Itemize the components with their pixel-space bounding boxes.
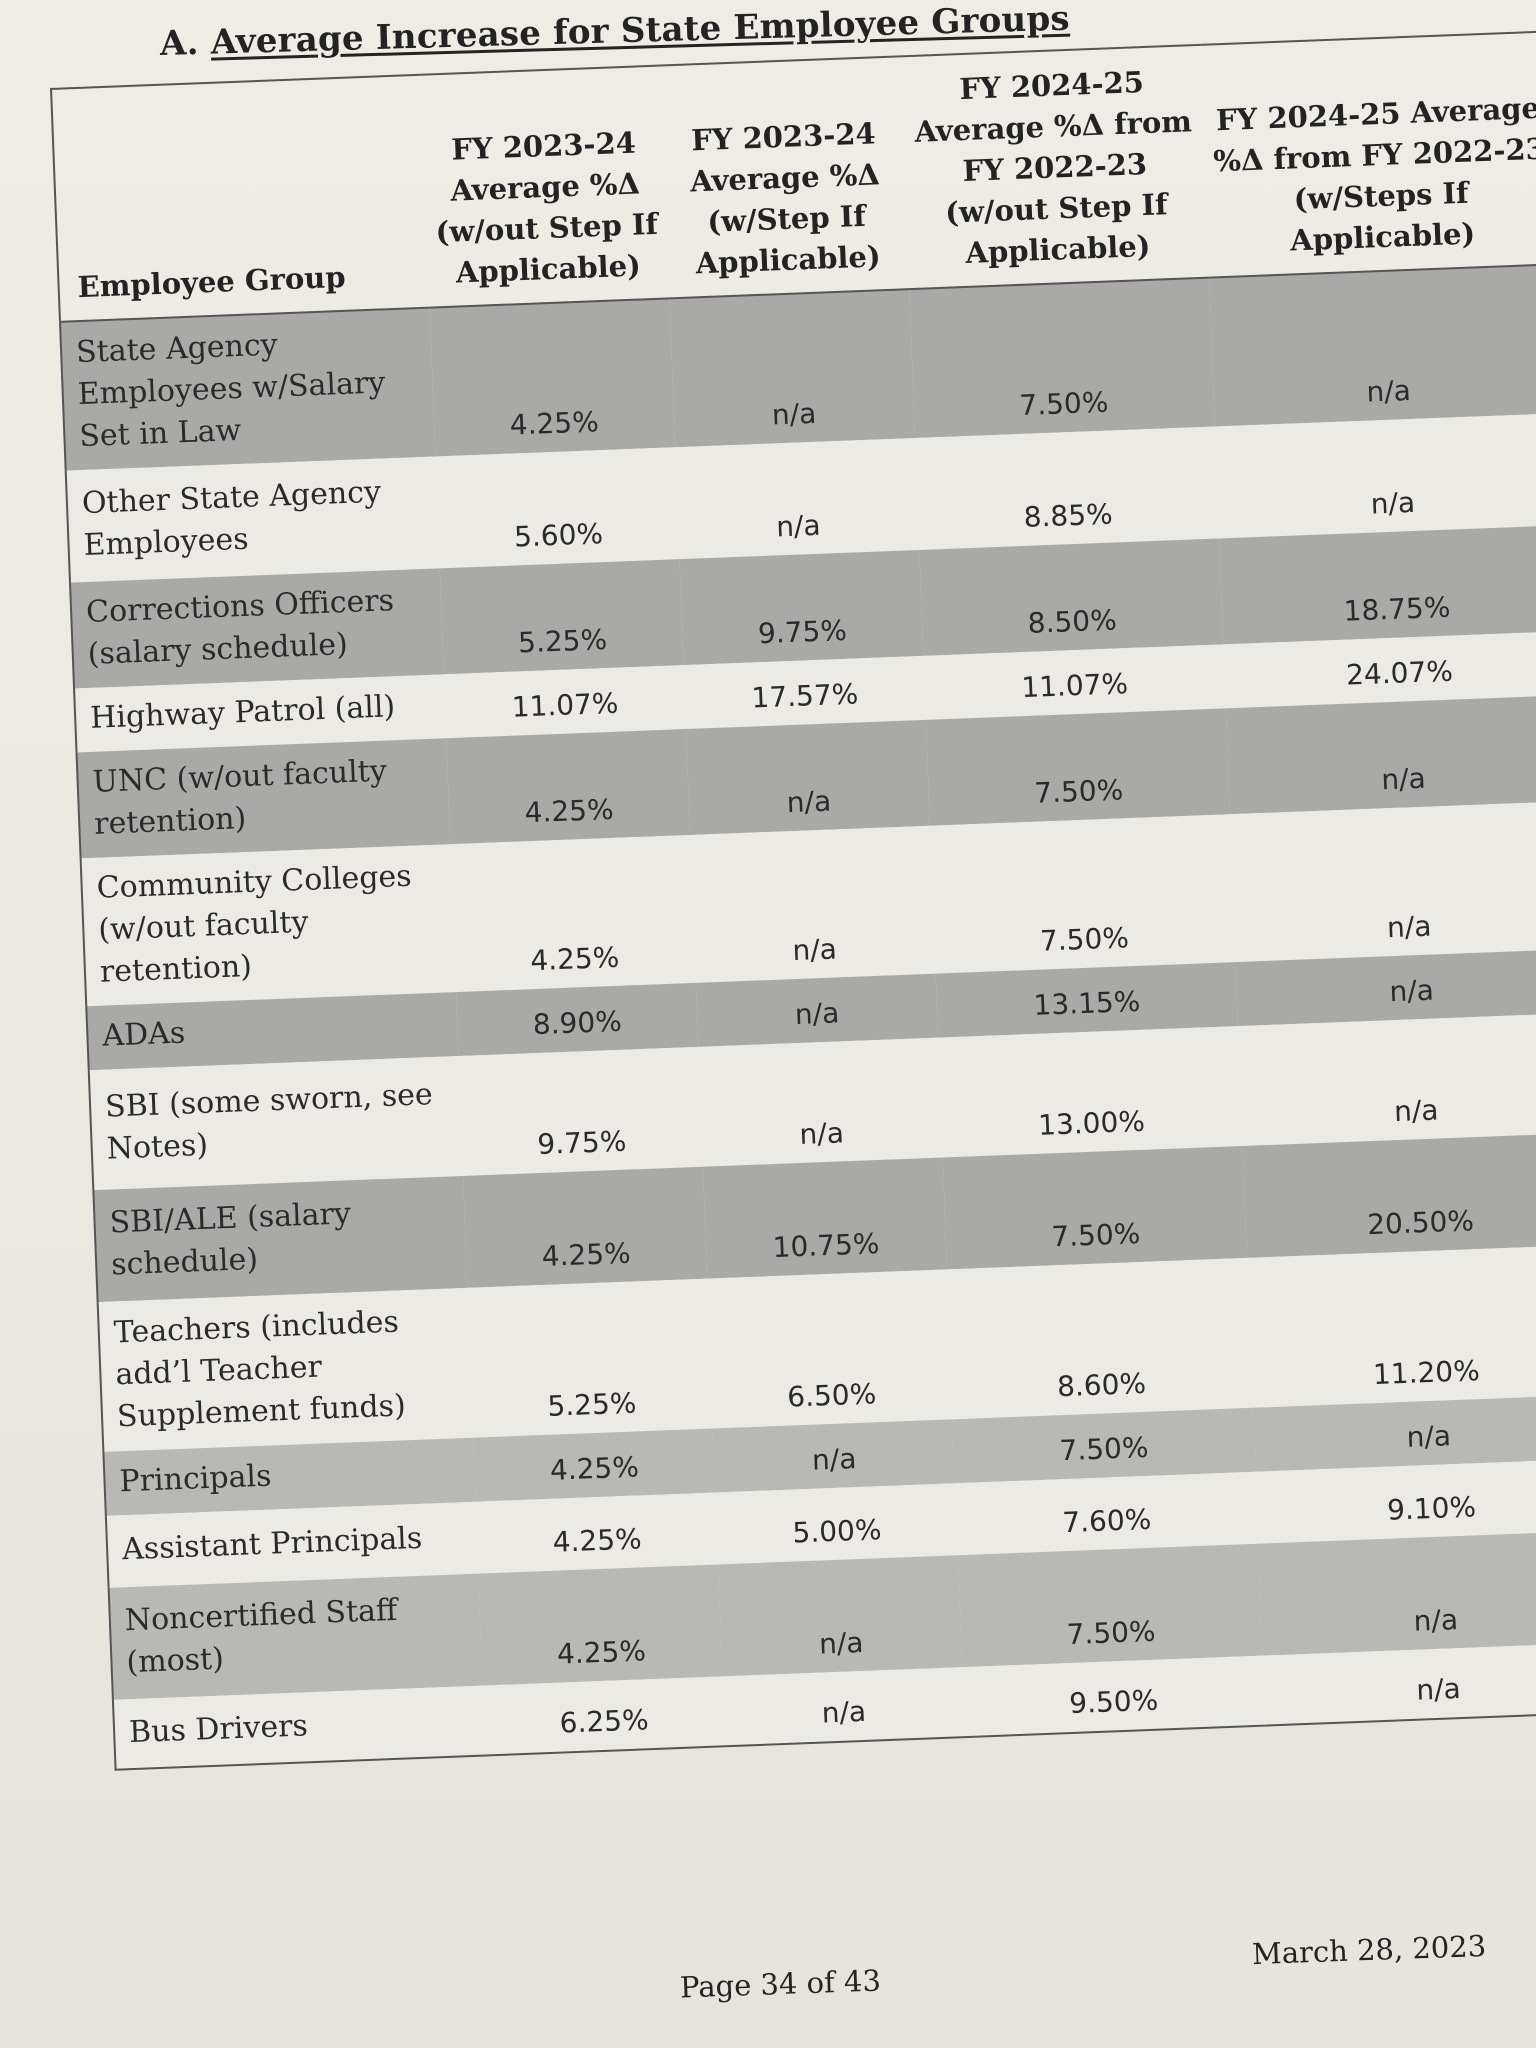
employee-group-cell: Teachers (includes add’l Teacher Supplem… bbox=[97, 1287, 474, 1452]
value-cell: 6.25% bbox=[482, 1676, 726, 1756]
value-cell: 13.15% bbox=[935, 962, 1238, 1038]
value-cell: 5.00% bbox=[715, 1483, 958, 1565]
value-cell: 8.90% bbox=[456, 982, 699, 1057]
header-fy2324-without-step: FY 2023-24 Average %Δ (w/out Step If App… bbox=[420, 65, 670, 308]
value-cell: 6.50% bbox=[707, 1269, 953, 1429]
value-cell: 4.25% bbox=[450, 834, 696, 993]
header-fy2425-with-steps: FY 2024-25 Average %Δ from FY 2022-23 (w… bbox=[1200, 31, 1536, 278]
value-cell: 7.50% bbox=[929, 814, 1236, 974]
value-cell: 7.50% bbox=[942, 1146, 1247, 1270]
value-cell: n/a bbox=[1257, 1530, 1536, 1656]
value-cell: 8.50% bbox=[919, 538, 1224, 656]
value-cell: 4.25% bbox=[478, 1564, 723, 1686]
employee-group-cell: Community Colleges (w/out faculty retent… bbox=[80, 844, 457, 1007]
footer-date: March 28, 2023 bbox=[1251, 1928, 1487, 1972]
value-cell: 7.50% bbox=[957, 1543, 1263, 1668]
value-cell: n/a bbox=[1225, 694, 1536, 815]
value-cell: 4.25% bbox=[429, 298, 676, 457]
increase-table: Employee Group FY 2023-24 Average %Δ (w/… bbox=[50, 30, 1536, 1771]
value-cell: 11.20% bbox=[1246, 1244, 1536, 1408]
value-cell: 7.50% bbox=[925, 708, 1230, 826]
value-cell: 7.50% bbox=[909, 277, 1215, 439]
value-cell: n/a bbox=[695, 973, 939, 1047]
value-cell: 9.10% bbox=[1255, 1458, 1536, 1544]
employee-group-cell: Bus Drivers bbox=[112, 1685, 486, 1770]
value-cell: 4.25% bbox=[463, 1166, 708, 1288]
value-cell: 10.75% bbox=[702, 1157, 948, 1279]
value-cell: n/a bbox=[686, 719, 930, 835]
value-cell: n/a bbox=[669, 289, 916, 448]
value-cell: 8.60% bbox=[947, 1257, 1253, 1420]
value-cell: n/a bbox=[718, 1555, 963, 1677]
value-cell: n/a bbox=[722, 1667, 965, 1747]
employee-group-cell: Other State Agency Employees bbox=[65, 456, 440, 583]
employee-group-cell: SBI/ALE (salary schedule) bbox=[93, 1175, 468, 1303]
employee-group-cell: Noncertified Staff (most) bbox=[108, 1573, 483, 1700]
value-cell: 20.50% bbox=[1242, 1132, 1536, 1258]
value-cell: 11.07% bbox=[923, 644, 1226, 720]
value-cell: 4.25% bbox=[446, 729, 691, 845]
value-cell: n/a bbox=[1235, 948, 1536, 1027]
header-employee-group: Employee Group bbox=[51, 74, 430, 322]
value-cell: 17.57% bbox=[683, 655, 926, 730]
header-fy2425-without-step: FY 2024-25 Average %Δ from FY 2022-23 (w… bbox=[900, 44, 1210, 290]
employee-group-cell: State Agency Employees w/Salary Set in L… bbox=[59, 307, 436, 471]
value-cell: 4.25% bbox=[475, 1492, 719, 1574]
value-cell: 4.25% bbox=[473, 1428, 716, 1502]
value-cell: 18.75% bbox=[1219, 525, 1536, 645]
employee-group-cell: SBI (some sworn, see Notes) bbox=[88, 1056, 464, 1191]
value-cell: n/a bbox=[1262, 1642, 1536, 1726]
value-cell: 24.07% bbox=[1223, 630, 1536, 709]
value-cell: 5.25% bbox=[467, 1278, 713, 1438]
value-cell: 13.00% bbox=[938, 1026, 1243, 1158]
value-cell: n/a bbox=[1252, 1394, 1536, 1472]
section-label: A. bbox=[159, 22, 200, 64]
employee-group-cell: Corrections Officers (salary schedule) bbox=[70, 568, 444, 689]
value-cell: 9.75% bbox=[458, 1046, 703, 1176]
value-cell: n/a bbox=[690, 825, 936, 983]
value-cell: 5.25% bbox=[439, 559, 684, 675]
header-fy2324-with-step: FY 2023-24 Average %Δ (w/Step If Applica… bbox=[660, 56, 910, 299]
value-cell: n/a bbox=[1209, 264, 1536, 427]
value-cell: n/a bbox=[1237, 1012, 1536, 1147]
value-cell: 9.50% bbox=[962, 1655, 1265, 1738]
value-cell: n/a bbox=[1229, 800, 1536, 963]
value-cell: 9.75% bbox=[679, 549, 924, 666]
value-cell: n/a bbox=[675, 438, 920, 560]
value-cell: n/a bbox=[712, 1419, 956, 1493]
value-cell: 11.07% bbox=[443, 665, 687, 739]
value-cell: 5.60% bbox=[435, 447, 680, 569]
value-cell: n/a bbox=[698, 1037, 943, 1167]
increase-table-wrapper: Employee Group FY 2023-24 Average %Δ (w/… bbox=[50, 30, 1536, 1771]
value-cell: 8.85% bbox=[915, 426, 1220, 550]
footer-page-number: Page 34 of 43 bbox=[679, 1963, 882, 2005]
value-cell: 7.60% bbox=[955, 1471, 1258, 1556]
value-cell: n/a bbox=[1214, 413, 1536, 539]
employee-group-cell: UNC (w/out faculty retention) bbox=[76, 738, 451, 859]
value-cell: 7.50% bbox=[952, 1407, 1256, 1484]
